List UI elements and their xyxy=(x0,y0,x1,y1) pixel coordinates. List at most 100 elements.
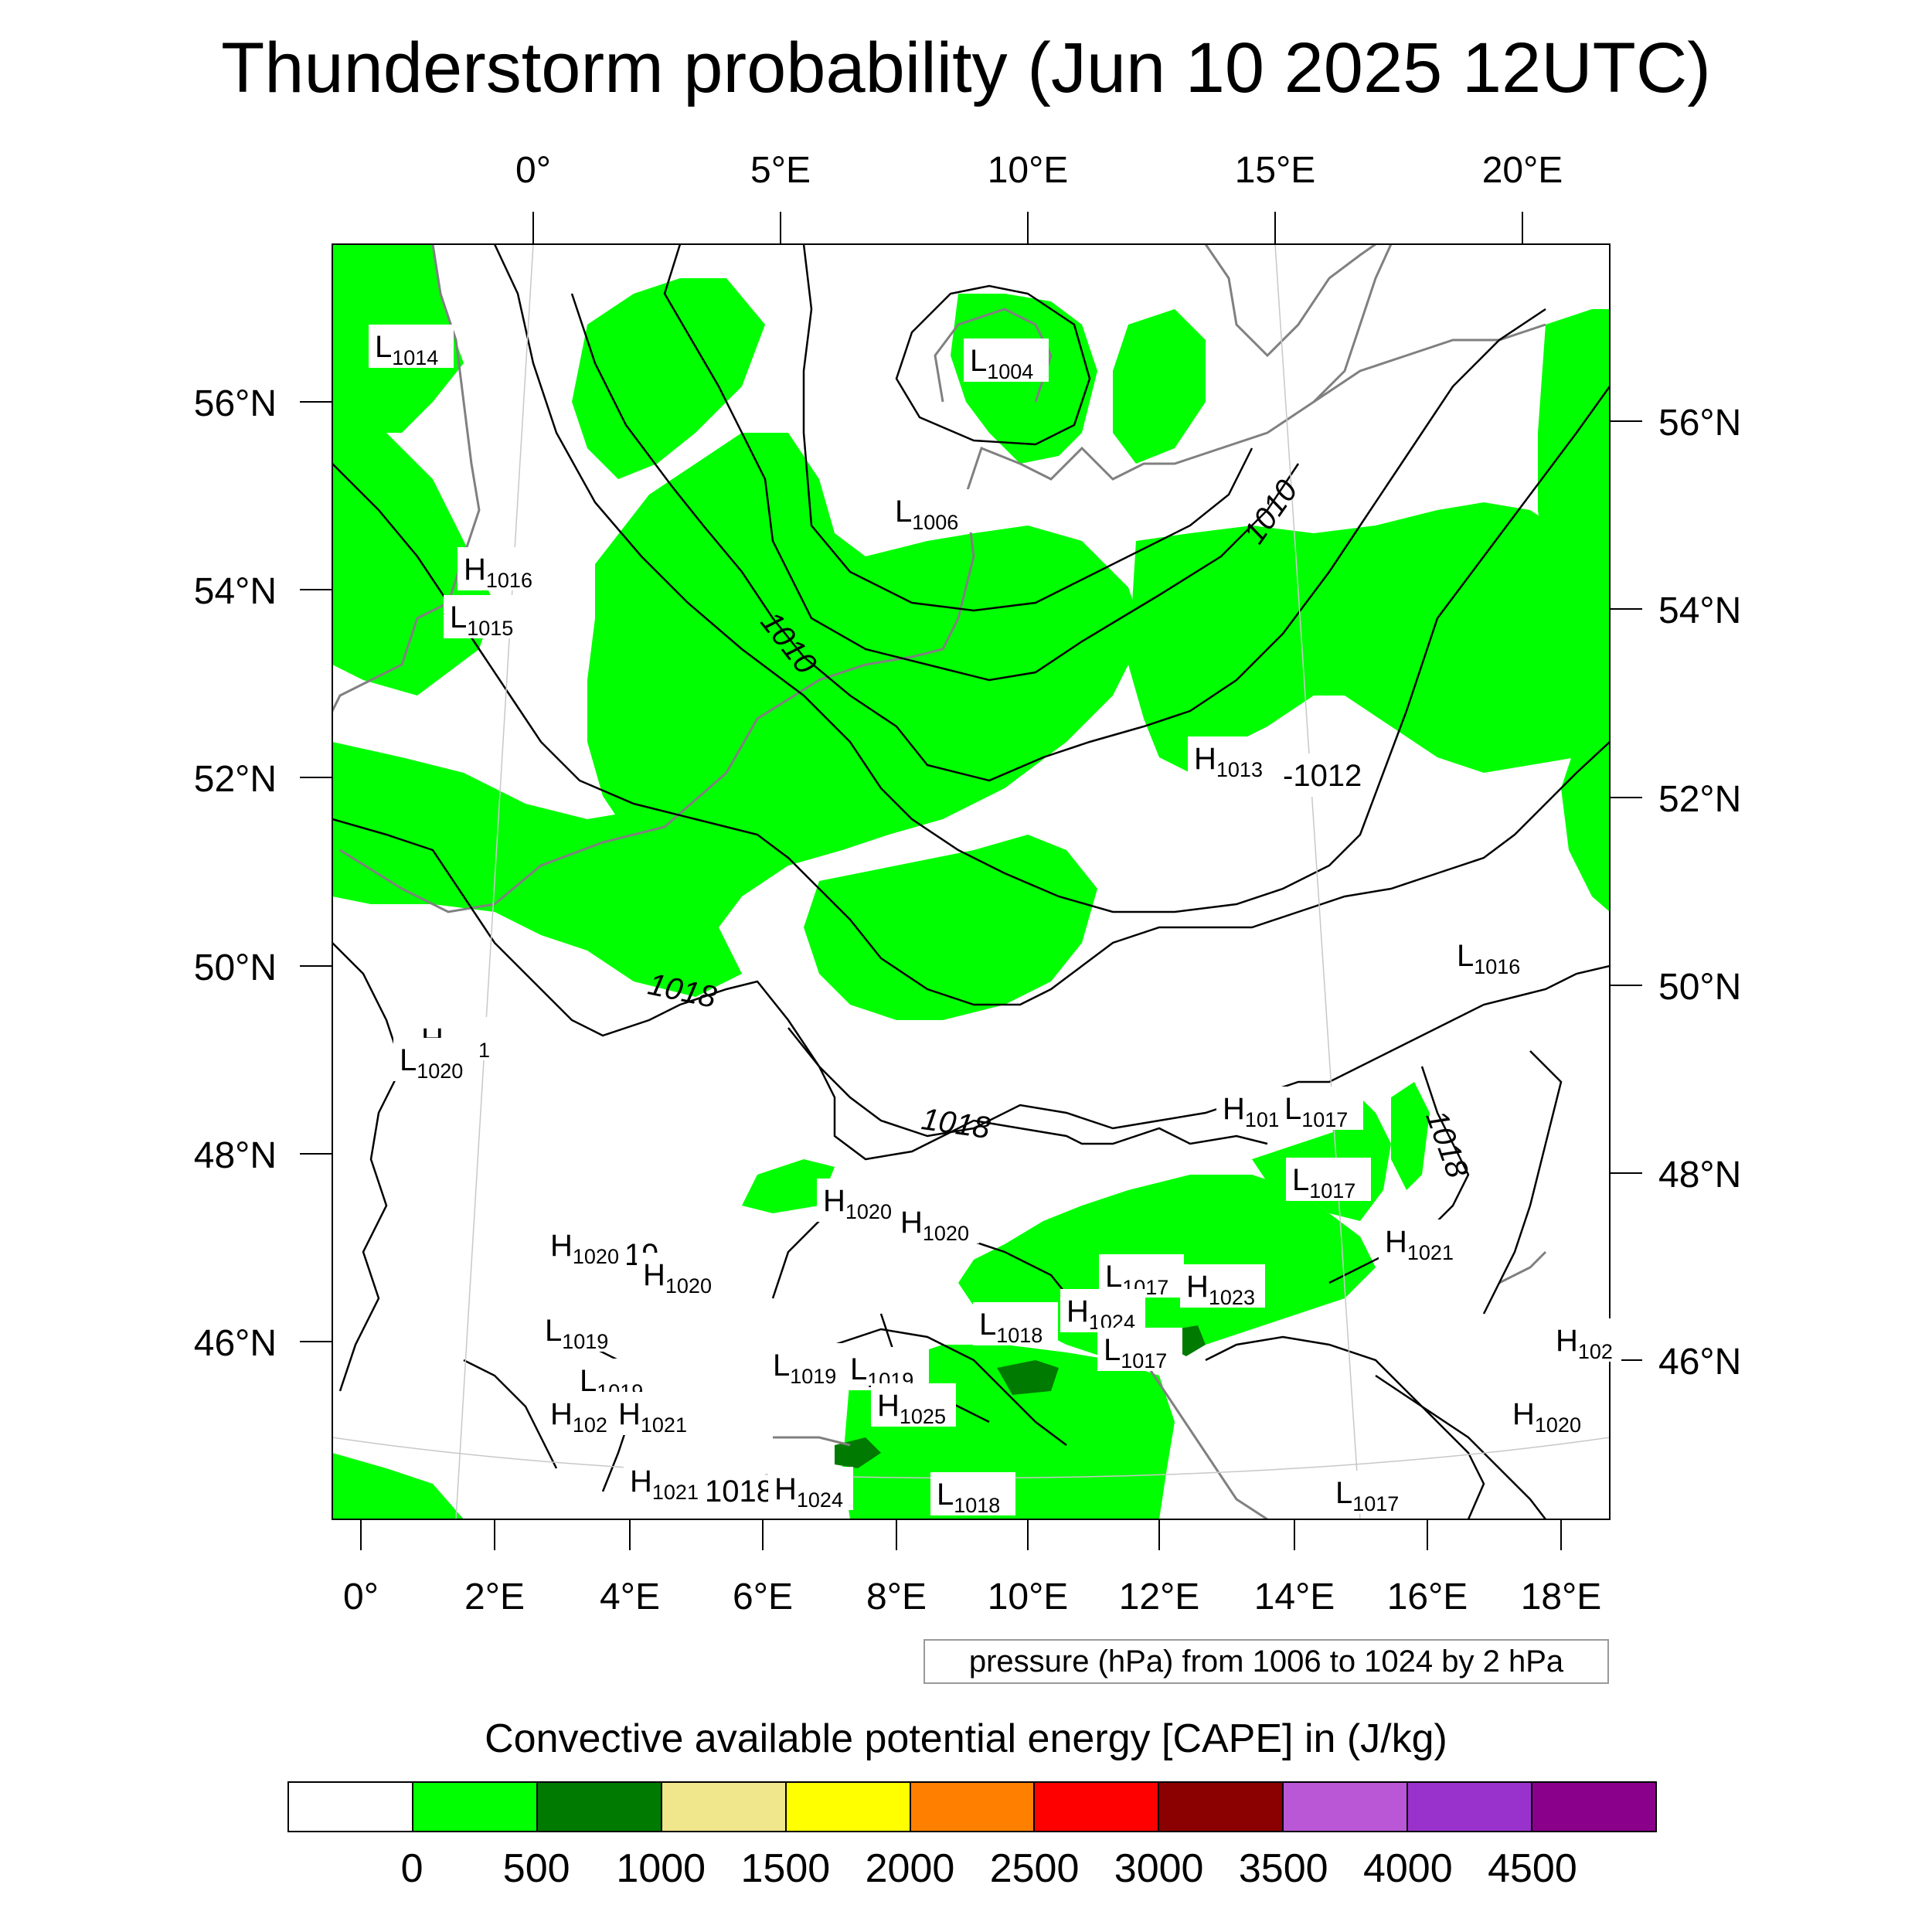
pressure-center-box xyxy=(1451,934,1536,977)
colorbar-label: 0 xyxy=(400,1846,423,1891)
low-pressure-label: L1020 xyxy=(400,1043,463,1083)
pressure-center-box xyxy=(1188,736,1273,780)
low-pressure-label: L1017 xyxy=(1284,1092,1348,1131)
colorbar-swatch xyxy=(910,1783,1036,1831)
isobar-1018-west xyxy=(332,942,403,1392)
pressure-center-box xyxy=(544,1392,616,1435)
top-lon-label: 15°E xyxy=(1235,150,1316,191)
right-lat-labels: 56°N 54°N 52°N 50°N 48°N 46°N xyxy=(1658,403,1741,1383)
high-pressure-label: H1020 xyxy=(823,1184,892,1223)
top-lon-label: 5°E xyxy=(750,150,811,191)
pressure-center-box xyxy=(539,1308,624,1352)
high-pressure-label: H1023 xyxy=(1186,1270,1255,1309)
coastline-denmark xyxy=(934,308,1053,403)
bottom-lon-label: 12°E xyxy=(1119,1577,1200,1617)
bottom-lon-label: 0° xyxy=(343,1577,379,1617)
pressure-center-box xyxy=(1379,1219,1464,1263)
right-lat-label: 52°N xyxy=(1658,779,1741,820)
pressure-center-box xyxy=(457,547,543,590)
cape-region-scandinavia xyxy=(1113,309,1206,464)
isobar-1018-east xyxy=(1328,1066,1470,1284)
high-pressure-label: H1016 xyxy=(464,553,532,592)
top-lon-label: 10°E xyxy=(988,150,1069,191)
pressure-center-box xyxy=(930,1472,1015,1515)
isobar-alps-2 xyxy=(803,1328,1067,1446)
left-lat-label: 52°N xyxy=(194,759,277,800)
low-pressure-label: L1015 xyxy=(450,600,513,640)
top-lon-label: 0° xyxy=(515,150,551,191)
left-lat-label: 56°N xyxy=(194,383,277,424)
isobar-1018-se xyxy=(1482,1050,1563,1315)
pressure-center-box xyxy=(637,1253,722,1296)
cape-region-poland xyxy=(1128,502,1610,773)
pressure-center-box xyxy=(1506,1392,1591,1435)
low-pressure-label: L1018 xyxy=(979,1308,1043,1347)
colorbar-swatch xyxy=(1284,1783,1409,1831)
coastline-scandinavia xyxy=(1204,244,1376,358)
pressure-center-box xyxy=(817,1179,902,1222)
colorbar-swatch xyxy=(786,1783,911,1831)
pressure-value-label: 1018 xyxy=(705,1475,774,1509)
colorbar-label: 1000 xyxy=(616,1846,706,1891)
right-lat-label: 54°N xyxy=(1658,590,1741,631)
colorbar-label: 4500 xyxy=(1488,1846,1577,1891)
high-pressure-label: H1020 xyxy=(1512,1397,1581,1437)
left-lat-ticks xyxy=(300,401,332,1342)
left-lat-label: 54°N xyxy=(194,571,277,612)
map-area xyxy=(332,244,1610,1519)
low-pressure-label: L1018 xyxy=(937,1478,1000,1517)
isobar-1012 xyxy=(493,244,1610,913)
colorbar-labels: 0 500 1000 1500 2000 2500 3000 3500 4000 4500 xyxy=(287,1845,1657,1892)
high-pressure-label: H1025 xyxy=(877,1389,946,1428)
colorbar-label: 1500 xyxy=(740,1846,831,1891)
pressure-center-box xyxy=(612,1392,697,1435)
high-pressure-label: H1021 xyxy=(618,1397,687,1437)
colorbar-swatch xyxy=(662,1783,787,1831)
coastline-riviera xyxy=(773,1436,851,1447)
pressure-center-box xyxy=(544,1223,629,1267)
colorbar-label: 2500 xyxy=(989,1846,1080,1891)
pressure-center-box xyxy=(393,1038,478,1081)
meridian-0 xyxy=(455,244,534,1519)
right-lat-label: 56°N xyxy=(1658,403,1741,444)
bottom-lon-labels: 0° 2°E 4°E 6°E 8°E 10°E 12°E 14°E 16°E 1… xyxy=(343,1577,1601,1617)
pressure-center-box xyxy=(624,1459,709,1502)
high-pressure-label: H1013 xyxy=(1194,742,1263,781)
high-pressure-label: H101 xyxy=(1223,1092,1280,1131)
pressure-center-box xyxy=(1097,1328,1182,1371)
pressure-centers: L1014 L1004 L1006 H1016 L1015 H1013 -1012 L1016… xyxy=(369,325,1621,1517)
colorbar-title: Convective available potential energy [C… xyxy=(485,1716,1447,1761)
high-pressure-label: H1020 xyxy=(550,1229,619,1268)
isobar-south-2 xyxy=(463,1359,558,1469)
colorbar-swatch xyxy=(537,1783,662,1831)
high-pressure-label: H102 xyxy=(550,1397,607,1437)
high-pressure-label: H1024 xyxy=(774,1472,843,1512)
colorbar-label: 500 xyxy=(502,1846,570,1891)
coastline-baltic xyxy=(1312,244,1393,403)
map-frame xyxy=(332,243,1611,1520)
low-pressure-label: L1014 xyxy=(375,330,438,369)
bottom-lon-ticks xyxy=(360,1519,1562,1550)
bottom-lon-label: 16°E xyxy=(1387,1577,1468,1617)
isobars xyxy=(332,244,1610,1519)
low-pressure-label: L1017 xyxy=(1104,1333,1167,1372)
colorbar-label: 3000 xyxy=(1114,1846,1204,1891)
bottom-lon-label: 6°E xyxy=(733,1577,793,1617)
high-pressure-label: H1020 xyxy=(643,1258,712,1298)
pressure-center-box xyxy=(964,338,1049,382)
pressure-value-label: -1012 xyxy=(1283,759,1362,793)
isobar-south-1 xyxy=(1205,1335,1485,1519)
pressure-center-box xyxy=(844,1347,929,1390)
isobar-1004 xyxy=(895,284,1091,446)
pressure-center-box xyxy=(1216,1087,1288,1130)
meridian-15e xyxy=(1274,244,1361,1519)
low-pressure-label: L1016 xyxy=(1457,939,1520,978)
bottom-lon-label: 10°E xyxy=(988,1577,1069,1617)
isobar-1010 xyxy=(570,293,1546,782)
pressure-center-box xyxy=(1277,753,1356,797)
left-lat-label: 46°N xyxy=(194,1323,277,1364)
high-pressure-label: H102 xyxy=(1556,1324,1613,1363)
coastline-croatia xyxy=(1498,1250,1547,1284)
cape-region-north-sea xyxy=(572,278,765,479)
